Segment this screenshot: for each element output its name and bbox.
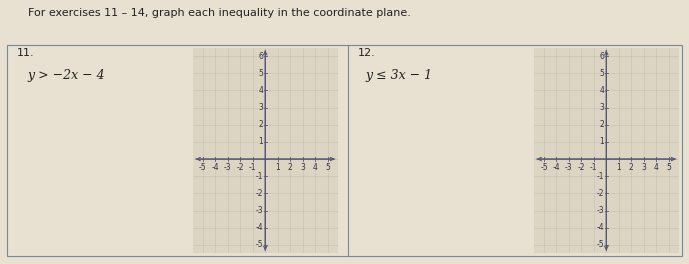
Text: y > −2x − 4: y > −2x − 4 <box>28 69 105 82</box>
Text: 6: 6 <box>258 51 263 61</box>
Text: 3: 3 <box>599 103 604 112</box>
Text: -1: -1 <box>256 172 263 181</box>
Text: 4: 4 <box>258 86 263 95</box>
Text: 2: 2 <box>288 163 293 172</box>
Text: 5: 5 <box>666 163 671 172</box>
Text: -2: -2 <box>597 189 604 198</box>
Text: 2: 2 <box>258 120 263 129</box>
Text: For exercises 11 – 14, graph each inequality in the coordinate plane.: For exercises 11 – 14, graph each inequa… <box>28 8 411 18</box>
Text: 1: 1 <box>599 137 604 147</box>
Text: -4: -4 <box>212 163 219 172</box>
Text: -5: -5 <box>540 163 548 172</box>
Text: -4: -4 <box>597 223 604 232</box>
Text: 4: 4 <box>313 163 318 172</box>
Text: -2: -2 <box>236 163 244 172</box>
Text: -3: -3 <box>224 163 232 172</box>
Bar <box>7 45 682 256</box>
Text: 3: 3 <box>258 103 263 112</box>
Text: 4: 4 <box>654 163 659 172</box>
Text: 3: 3 <box>641 163 646 172</box>
Text: 5: 5 <box>258 69 263 78</box>
Text: 11.: 11. <box>17 48 35 58</box>
Text: 3: 3 <box>300 163 305 172</box>
Text: -3: -3 <box>597 206 604 215</box>
Text: -1: -1 <box>590 163 597 172</box>
Text: -1: -1 <box>249 163 256 172</box>
Text: -4: -4 <box>553 163 560 172</box>
Text: -1: -1 <box>597 172 604 181</box>
Text: 1: 1 <box>617 163 621 172</box>
Text: -5: -5 <box>256 240 263 249</box>
Text: 4: 4 <box>599 86 604 95</box>
Text: -2: -2 <box>577 163 585 172</box>
Text: 1: 1 <box>258 137 263 147</box>
Text: -3: -3 <box>565 163 573 172</box>
Text: -2: -2 <box>256 189 263 198</box>
Text: 2: 2 <box>599 120 604 129</box>
Text: -5: -5 <box>199 163 207 172</box>
Text: -3: -3 <box>256 206 263 215</box>
Text: 2: 2 <box>629 163 634 172</box>
Text: -5: -5 <box>597 240 604 249</box>
Text: 12.: 12. <box>358 48 376 58</box>
Text: 5: 5 <box>325 163 330 172</box>
Text: -4: -4 <box>256 223 263 232</box>
Text: y ≤ 3x − 1: y ≤ 3x − 1 <box>365 69 432 82</box>
Text: 6: 6 <box>599 51 604 61</box>
Text: 1: 1 <box>276 163 280 172</box>
Text: 5: 5 <box>599 69 604 78</box>
